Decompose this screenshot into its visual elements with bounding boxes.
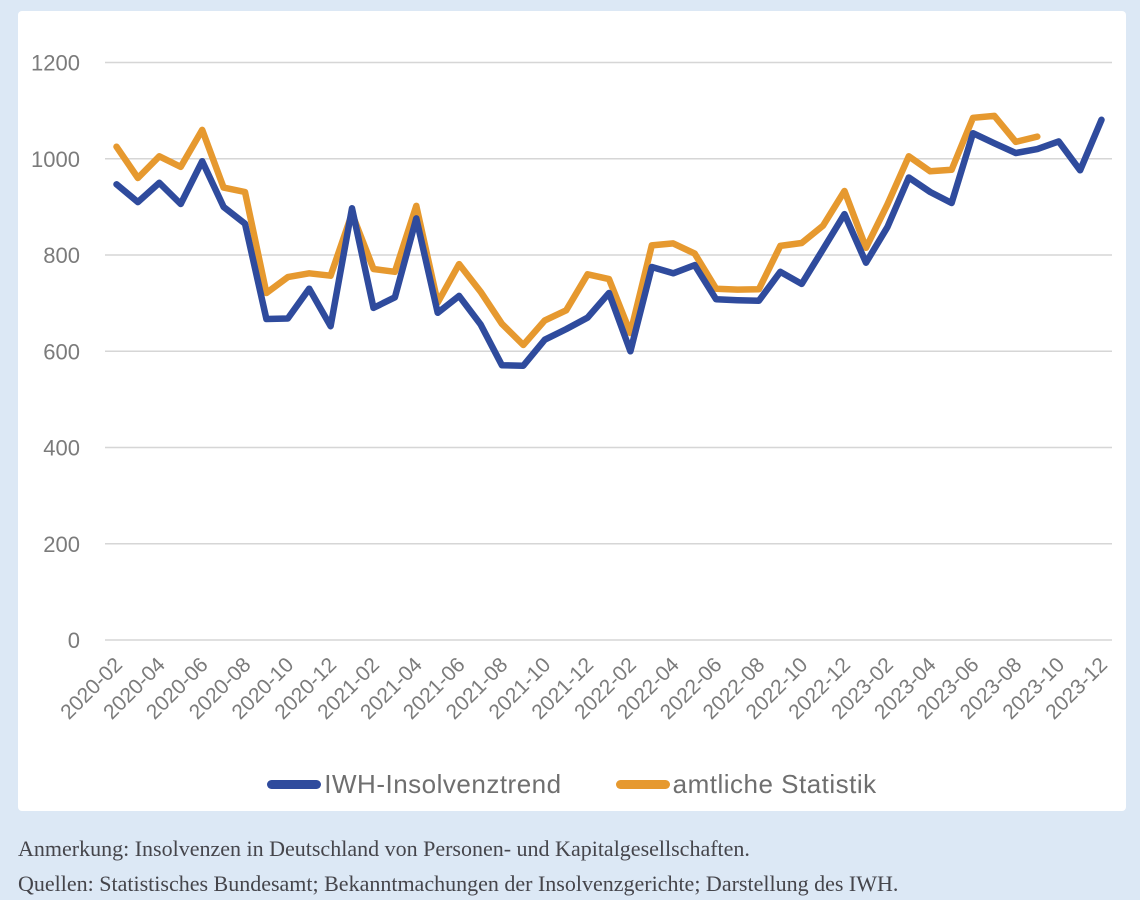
y-axis-tick-label: 600 xyxy=(43,339,80,364)
legend-item-amtliche-statistik: amtliche Statistik xyxy=(615,769,877,800)
y-axis-tick-label: 200 xyxy=(43,532,80,557)
y-axis-tick-label: 400 xyxy=(43,436,80,461)
y-axis-tick-label: 1000 xyxy=(31,147,80,172)
y-axis-tick-label: 800 xyxy=(43,243,80,268)
annotation-text: Anmerkung: Insolvenzen in Deutschland vo… xyxy=(18,836,750,861)
y-axis-tick-label: 1200 xyxy=(31,51,80,76)
series-line-iwh-insolvenztrend xyxy=(113,116,1105,369)
y-axis-tick-label: 0 xyxy=(68,628,80,653)
legend-swatch-iwh-icon xyxy=(267,780,322,789)
legend-item-iwh-insolvenztrend: IWH-Insolvenztrend xyxy=(267,769,561,800)
sources-text: Quellen: Statistisches Bundesamt; Bekann… xyxy=(18,871,899,896)
legend-label-iwh: IWH-Insolvenztrend xyxy=(324,769,562,799)
legend-swatch-official-icon xyxy=(615,780,670,789)
chart-legend: IWH-Insolvenztrend amtliche Statistik xyxy=(18,769,1126,800)
legend-label-official: amtliche Statistik xyxy=(672,769,877,799)
series-line-amtliche-statistik xyxy=(113,112,1041,349)
chart-card xyxy=(18,11,1126,811)
